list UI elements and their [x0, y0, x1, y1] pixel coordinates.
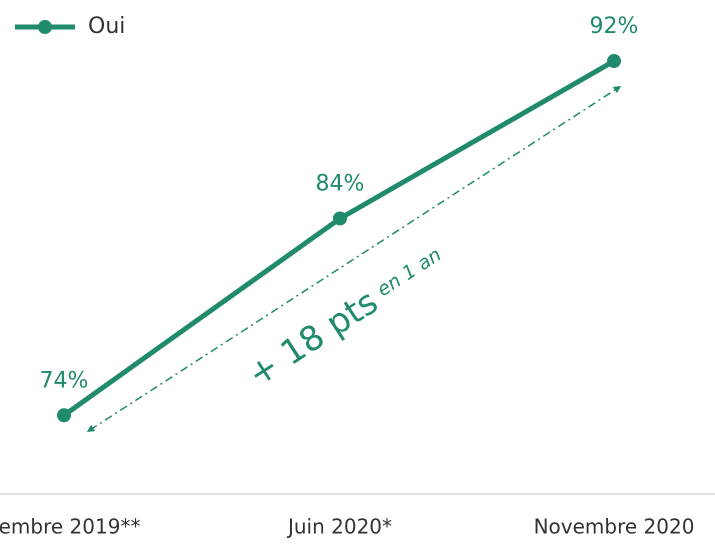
data-label: 84% — [316, 171, 365, 196]
data-point — [57, 408, 71, 423]
annotation-arrow — [86, 85, 622, 433]
annotation: + 18 pts en 1 an — [241, 244, 445, 395]
annotation-sub: en 1 an — [373, 244, 445, 301]
data-label: 92% — [590, 14, 639, 39]
data-point — [333, 211, 347, 226]
data-label: 74% — [40, 368, 89, 393]
x-tick-label: Novembre 2020 — [534, 515, 695, 539]
legend-label: Oui — [88, 14, 125, 39]
series-line — [62, 58, 616, 418]
x-tick-label: Juin 2020* — [286, 515, 392, 539]
annotation-main: + 18 pts — [241, 282, 385, 395]
legend-dot — [38, 20, 52, 34]
data-point — [607, 54, 621, 69]
x-tick-label: Novembre 2019** — [0, 515, 140, 539]
